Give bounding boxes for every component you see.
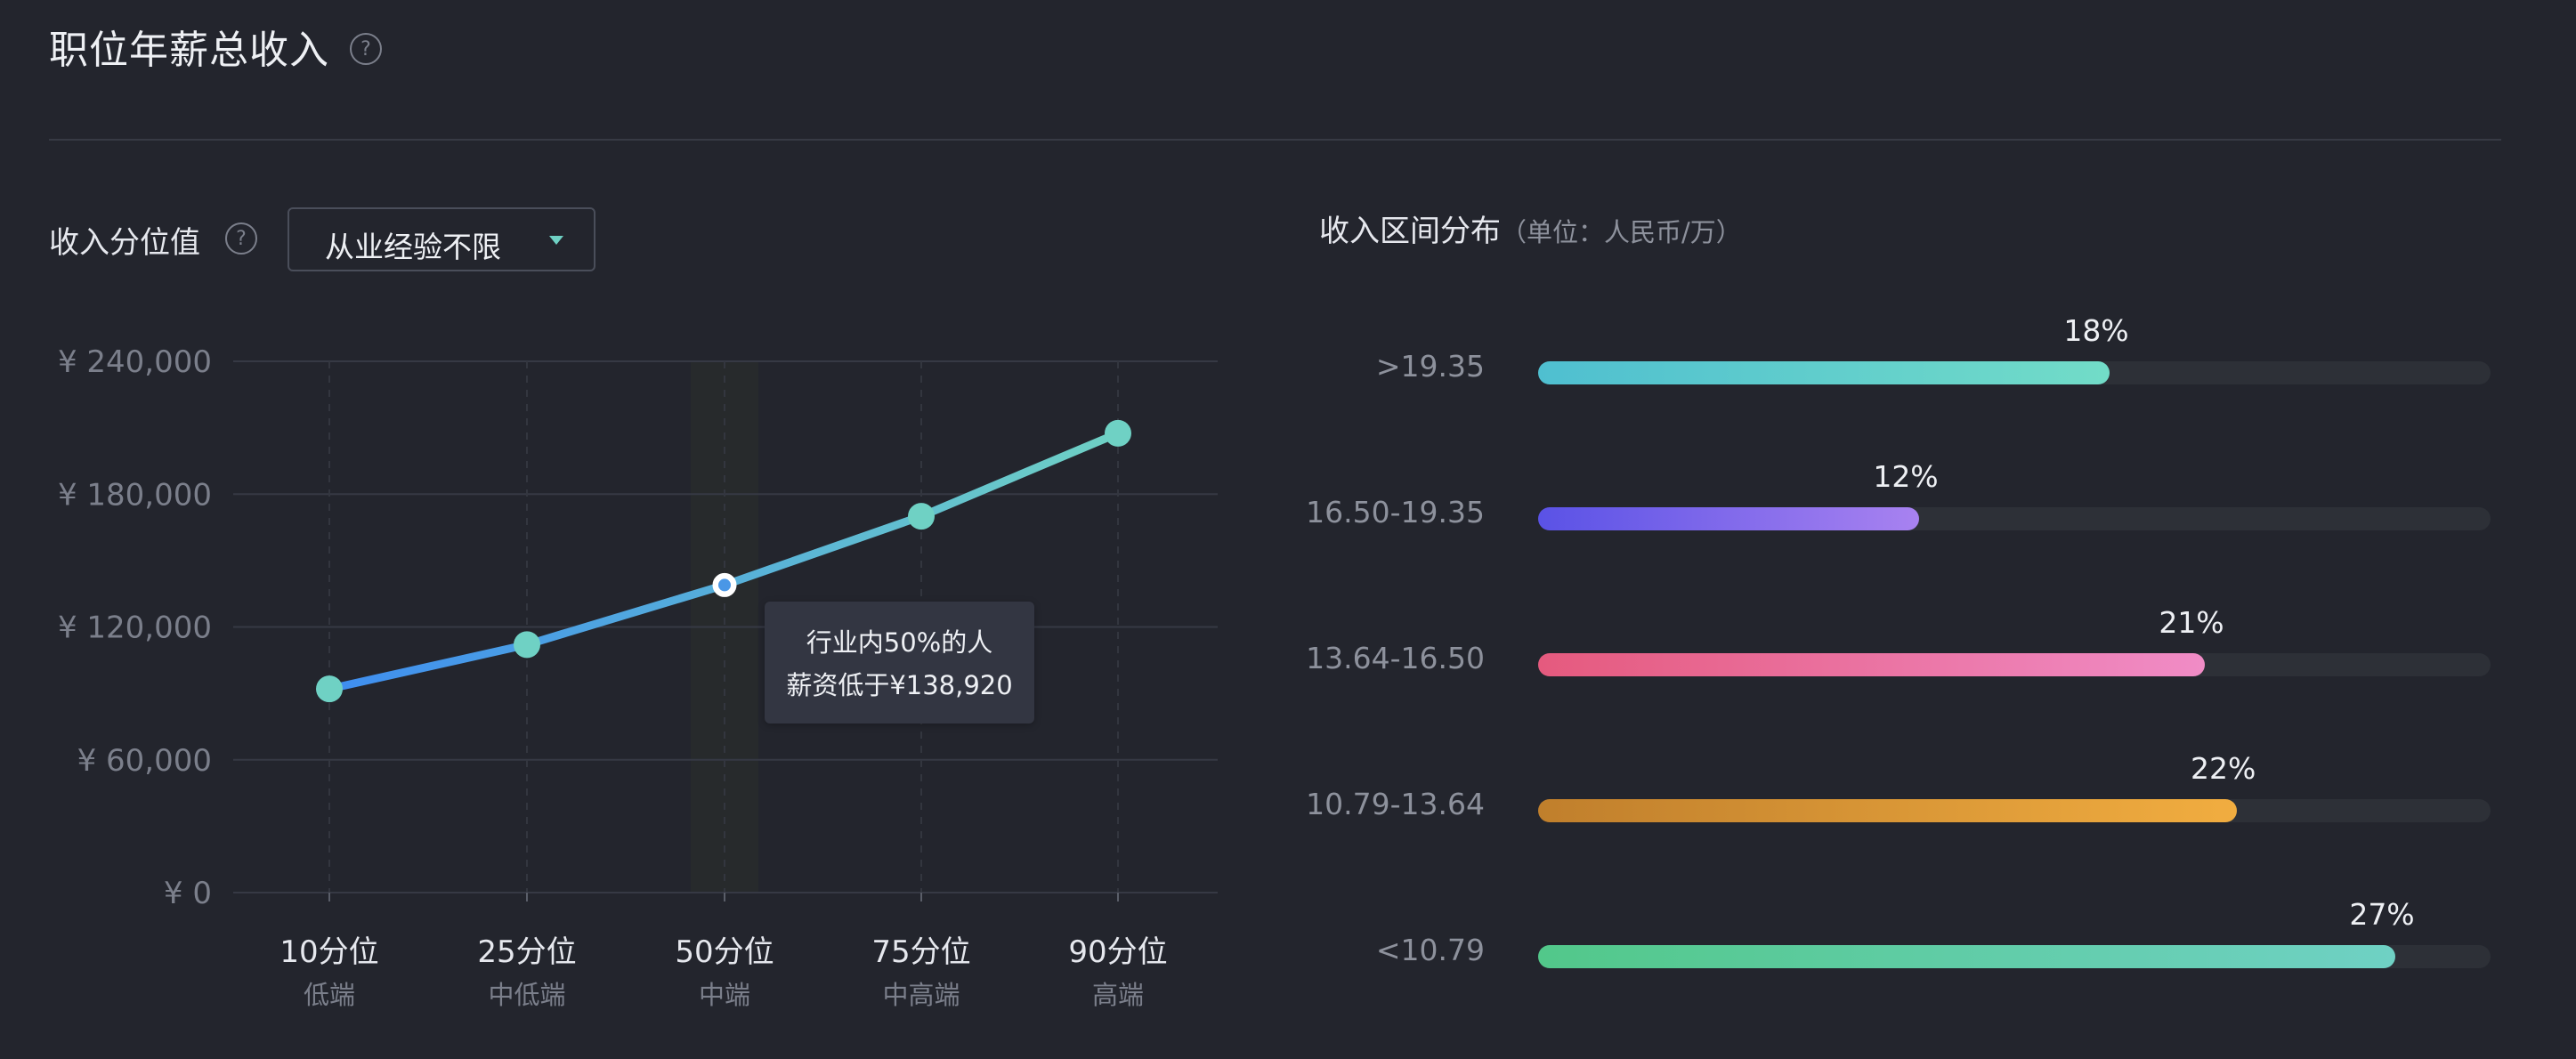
help-icon[interactable]: ? (350, 33, 382, 65)
distribution-bar-row: >19.35 18% (1319, 313, 2494, 393)
data-point[interactable] (908, 503, 935, 530)
bar-fill (1538, 653, 2205, 676)
x-sublabel: 中端 (699, 980, 750, 1010)
data-point[interactable] (316, 675, 343, 703)
bar-fill (1538, 799, 2237, 822)
experience-dropdown-value: 从业经验不限 (325, 230, 501, 264)
distribution-title: 收入区间分布（单位：人民币/万） (1319, 206, 1742, 250)
bar-value-label: 18% (2063, 313, 2129, 348)
tooltip: 行业内50%的人 薪资低于¥138,920 (765, 602, 1034, 724)
x-tick-label: 10分位 (279, 934, 378, 970)
bar-fill (1538, 361, 2110, 384)
bar-value-label: 12% (1873, 459, 1939, 494)
tooltip-line2: 薪资低于¥138,920 (786, 670, 1013, 700)
percentile-label: 收入分位值 (49, 225, 200, 261)
x-sublabel: 中低端 (488, 980, 565, 1010)
bar-category-label: 16.50-19.35 (1306, 495, 1485, 530)
salary-percentile-chart: ¥ 240,000 ¥ 180,000 ¥ 120,000 ¥ 60,000 ¥ 0 1… (58, 344, 1218, 1010)
bar-track: 21% (1538, 605, 2491, 676)
bar-category-label: 13.64-16.50 (1306, 641, 1485, 675)
data-point[interactable] (1105, 419, 1131, 447)
experience-dropdown[interactable]: 从业经验不限 (288, 207, 595, 271)
percentile-help-icon[interactable]: ? (225, 222, 257, 255)
distribution-bar-row: 13.64-16.50 21% (1306, 605, 2494, 685)
distribution-bar-row: 16.50-19.35 12% (1306, 459, 2494, 539)
bar-value-label: 21% (2159, 605, 2224, 640)
x-sublabel: 低端 (304, 980, 355, 1010)
bar-track: 27% (1538, 897, 2491, 968)
x-tick-label: 50分位 (675, 934, 774, 970)
divider (49, 139, 2501, 141)
bar-track: 12% (1538, 459, 2491, 530)
y-tick-label: ¥ 0 (164, 876, 212, 911)
bar-track: 18% (1538, 313, 2491, 384)
y-tick-label: ¥ 180,000 (58, 477, 212, 513)
x-tick-label: 25分位 (477, 934, 576, 970)
x-sublabel: 中高端 (882, 980, 960, 1010)
bar-category-label: 10.79-13.64 (1306, 787, 1485, 821)
x-tick-label: 90分位 (1068, 934, 1167, 970)
bar-fill (1538, 507, 1919, 530)
bar-track: 22% (1538, 751, 2491, 822)
bar-fill (1538, 945, 2395, 968)
x-tick-label: 75分位 (871, 934, 970, 970)
data-point[interactable] (514, 631, 540, 659)
y-tick-label: ¥ 60,000 (77, 743, 212, 779)
distribution-title-text: 收入区间分布 (1319, 214, 1501, 249)
bar-category-label: >19.35 (1375, 349, 1485, 384)
distribution-bar-row: <10.79 27% (1319, 897, 2494, 977)
bar-value-label: 27% (2349, 897, 2415, 932)
x-sublabel: 高端 (1092, 980, 1144, 1010)
caret-down-icon (549, 236, 563, 245)
tooltip-line1: 行业内50%的人 (806, 627, 993, 658)
y-tick-label: ¥ 240,000 (58, 344, 212, 380)
distribution-bar-row: 10.79-13.64 22% (1306, 751, 2494, 831)
distribution-unit: （单位：人民币/万） (1501, 217, 1742, 247)
bar-category-label: <10.79 (1375, 933, 1485, 967)
page-title: 职位年薪总收入 (49, 28, 329, 73)
data-point-highlight-core (718, 578, 731, 592)
y-tick-label: ¥ 120,000 (58, 610, 212, 646)
bar-value-label: 22% (2190, 751, 2256, 786)
